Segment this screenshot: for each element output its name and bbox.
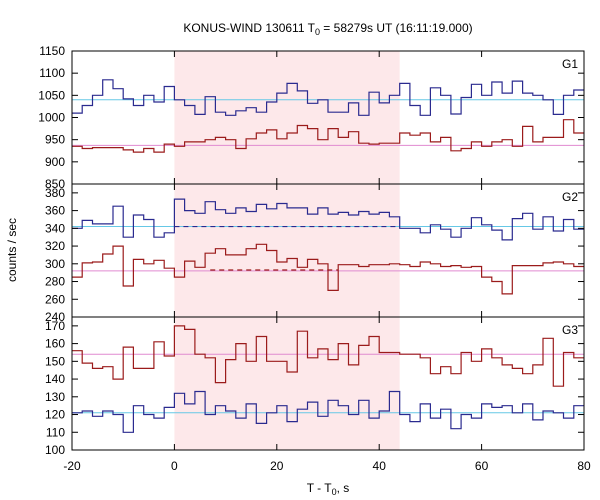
panel-G2-ytick-label: 380 [45,186,65,200]
panel-G1-series-blue [72,79,584,116]
panel-G2-ytick-label: 360 [45,204,65,218]
panel-G2-ytick-label: 300 [45,257,65,271]
panel-G1-ytick-label: 1150 [39,44,65,58]
x-axis-label-rest: , s [337,481,350,495]
panel-G3-series-blue [72,390,584,433]
panel-G1-ytick-label: 1000 [38,111,65,125]
xtick-label: -20 [63,459,81,473]
chart-title-rest: = 58279s UT (16:11:19.000) [320,21,473,35]
panel-G3-ytick-label: 170 [45,319,65,333]
panel-G3-series-red [72,325,584,387]
panel-G2-ytick-label: 240 [45,310,65,324]
shade-layer [174,51,400,450]
chart-title-main: KONUS-WIND 130611 T [183,21,315,35]
panel-G3-ytick-label: 130 [45,390,65,404]
panel-G3-label: G3 [562,323,578,337]
panel-G1-series-red [72,119,584,153]
panel-G1-ytick-label: 1100 [39,66,65,80]
panel-G2-series-blue [72,198,584,241]
panel-G3-ytick-label: 160 [45,337,65,351]
x-axis-label-main: T - T [307,481,333,495]
panel-G1-ytick-label: 950 [45,133,65,147]
panel-G3-ytick-label: 140 [45,372,65,386]
panel-G2-series-red [72,243,584,295]
panel-G1-ytick-label: 1050 [38,88,65,102]
panel-G3-ytick-label: 100 [45,443,65,457]
xtick-label: 80 [577,459,591,473]
data-layer: 8509009501000105011001150G12402602803003… [38,44,591,473]
panel-G3-ytick-label: 150 [45,354,65,368]
panel-G3-frame [71,316,585,451]
chart-title-subscript: 0 [315,27,320,37]
panel-G2-ytick-label: 320 [45,239,65,253]
panel-G2-label: G2 [562,190,578,204]
panel-G2-ytick-label: 260 [45,292,65,306]
panel-G2-ytick-label: 340 [45,221,65,235]
chart-title: KONUS-WIND 130611 T0 = 58279s UT (16:11:… [183,21,472,37]
y-axis-label: counts / sec [5,218,19,282]
panel-G1-ytick-label: 900 [45,155,65,169]
xtick-label: 40 [373,459,387,473]
panel-G1-label: G1 [562,57,578,71]
x-axis-label-subscript: 0 [332,487,337,497]
panel-G2-ytick-label: 280 [45,275,65,289]
panel-G1-ytick-label: 850 [45,177,65,191]
xtick-label: 60 [475,459,489,473]
xtick-label: 20 [270,459,284,473]
x-axis-label: T - T0, s [307,481,350,497]
source-interval-shade [174,51,400,450]
xtick-label: 0 [171,459,178,473]
panel-G3-ytick-label: 110 [46,425,65,439]
panel-G3-ytick-label: 120 [45,408,65,422]
